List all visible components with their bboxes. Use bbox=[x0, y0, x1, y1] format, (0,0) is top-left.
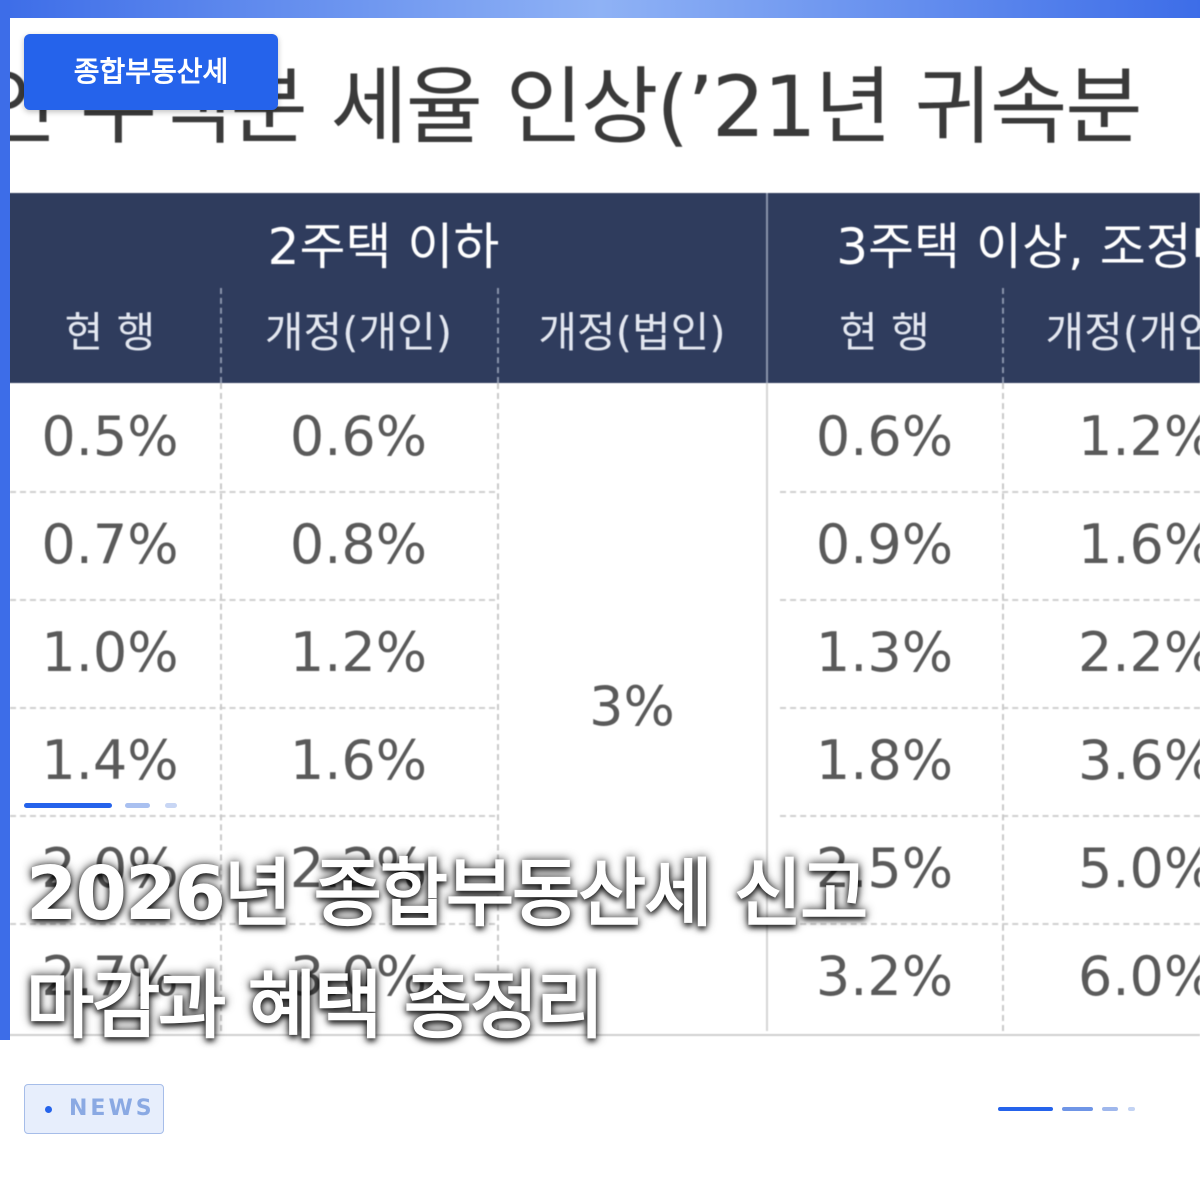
top-bar bbox=[0, 0, 1200, 18]
row-divider bbox=[0, 707, 495, 709]
row-divider bbox=[0, 815, 495, 817]
rate-cell: 1.2% bbox=[1078, 405, 1200, 468]
rate-cell: 2.2% bbox=[289, 837, 428, 900]
row-divider bbox=[0, 491, 495, 493]
rate-cell: 2.7% bbox=[41, 945, 179, 1008]
rate-cell: 1.0% bbox=[41, 621, 179, 684]
table-header bbox=[0, 193, 1200, 383]
rate-cell: 2.2% bbox=[1078, 621, 1200, 684]
rate-cell: 6.0% bbox=[1078, 945, 1200, 1008]
progress-dot bbox=[125, 803, 150, 808]
rate-cell: 0.5% bbox=[41, 405, 179, 468]
tag-text: NEWS bbox=[69, 1096, 155, 1121]
page-dot bbox=[998, 1107, 1053, 1111]
group-divider bbox=[766, 193, 768, 383]
tag-dot bbox=[45, 1106, 52, 1113]
rate-cell: 1.2% bbox=[289, 621, 428, 684]
row-divider bbox=[780, 491, 1200, 493]
page-dot bbox=[1128, 1107, 1135, 1111]
page-dot bbox=[1062, 1107, 1093, 1111]
rate-cell: 0.6% bbox=[289, 405, 428, 468]
category-badge: 종합부동산세 bbox=[24, 34, 278, 110]
row-divider bbox=[780, 923, 1200, 925]
header-divider bbox=[497, 288, 499, 383]
news-tag: NEWS bbox=[24, 1084, 164, 1134]
group-header: 3주택 이상, 조정대 bbox=[836, 218, 1200, 276]
row-divider bbox=[0, 923, 495, 925]
header-divider bbox=[1002, 288, 1004, 383]
column-header: 개정(법인) bbox=[538, 308, 726, 357]
column-header: 현 행 bbox=[839, 308, 930, 357]
page-dot bbox=[1102, 1107, 1118, 1111]
column-header: 현 행 bbox=[64, 308, 156, 357]
row-divider bbox=[780, 707, 1200, 709]
column-divider bbox=[1002, 383, 1004, 1031]
header-divider bbox=[220, 288, 222, 383]
column-header: 개정(개인 bbox=[1045, 308, 1200, 357]
column-header: 개정(개인) bbox=[264, 308, 453, 357]
rate-cell: 1.3% bbox=[815, 621, 954, 684]
rate-cell: 0.8% bbox=[289, 513, 428, 576]
column-divider bbox=[220, 383, 222, 1031]
headline-line: 2026년 종합부동산세 신고 bbox=[26, 851, 868, 937]
column-divider bbox=[497, 383, 499, 1031]
headline-line: 마감과 혜택 총정리 bbox=[26, 963, 604, 1049]
rate-cell: 1.6% bbox=[289, 729, 428, 792]
left-bar bbox=[0, 0, 10, 1040]
headline: 2026년 종합부동산세 신고 마감과 혜택 총정리 bbox=[26, 838, 868, 1062]
group-header: 2주택 이하 bbox=[267, 218, 500, 276]
rate-cell: 2.5% bbox=[815, 837, 954, 900]
group-divider bbox=[766, 383, 768, 1031]
background-image: 인 주택분 세율 인상(’21년 귀속분 2주택 이하 3주택 이상, 조정대 현 … bbox=[0, 58, 1200, 1036]
rate-cell: 1.6% bbox=[1078, 513, 1200, 576]
table-bottom-line bbox=[0, 1034, 1200, 1036]
rate-cell: 3.2% bbox=[815, 945, 954, 1008]
rate-cell: 5.0% bbox=[1078, 837, 1200, 900]
row-divider bbox=[780, 815, 1200, 817]
progress-dot bbox=[165, 803, 177, 808]
rate-cell: 0.9% bbox=[815, 513, 954, 576]
row-divider bbox=[0, 599, 495, 601]
rate-cell: 0.6% bbox=[815, 405, 954, 468]
row-divider bbox=[780, 599, 1200, 601]
rate-cell: 0.7% bbox=[41, 513, 179, 576]
rate-cell: 1.8% bbox=[815, 729, 954, 792]
progress-dot bbox=[24, 803, 112, 808]
rate-cell: 1.4% bbox=[41, 729, 179, 792]
rate-cell: 2.0% bbox=[41, 837, 179, 900]
corporate-rate: 3% bbox=[589, 675, 675, 738]
rate-cell: 3.0% bbox=[289, 945, 428, 1008]
rate-cell: 3.6% bbox=[1078, 729, 1200, 792]
